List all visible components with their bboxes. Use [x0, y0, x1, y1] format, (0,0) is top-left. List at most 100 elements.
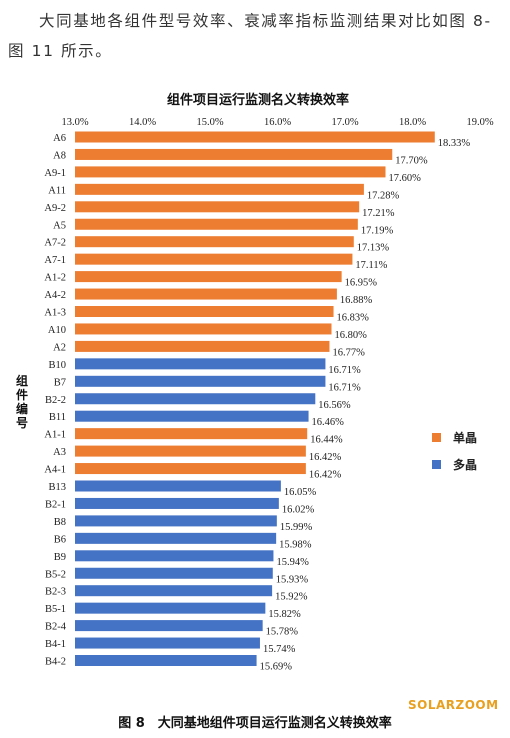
category-label: B6: [54, 534, 66, 545]
data-label: 16.83%: [337, 313, 370, 324]
data-label: 15.69%: [260, 662, 293, 673]
bar: [75, 410, 309, 422]
x-tick-label: 15.0%: [196, 117, 223, 128]
category-label: A4-2: [44, 290, 66, 301]
category-label: A7-1: [44, 255, 66, 266]
category-label: A1-2: [44, 273, 66, 284]
legend-swatch: [432, 433, 441, 442]
category-label: A8: [53, 150, 66, 161]
category-label: B2-3: [45, 587, 66, 598]
category-label: A10: [48, 325, 66, 336]
intro-paragraph: 大同基地各组件型号效率、衰减率指标监测结果对比如图 8-图 11 所示。: [8, 12, 492, 60]
x-tick-label: 19.0%: [466, 117, 493, 128]
bars-group: A6 18.33% A8 17.70% A9-1 17.60% A11 17.28% A9-2 1…: [44, 131, 470, 673]
category-label: A9-2: [44, 203, 66, 214]
data-label: 16.95%: [345, 278, 378, 289]
category-label: B4-1: [45, 639, 66, 650]
bar: [75, 288, 337, 300]
category-label: B9: [54, 552, 66, 563]
data-label: 16.80%: [335, 330, 368, 341]
x-tick-label: 13.0%: [61, 117, 88, 128]
bar: [75, 183, 364, 195]
x-axis-ticks: 13.0% 14.0% 15.0% 16.0% 17.0% 18.0% 19.0%: [61, 117, 493, 128]
bar: [75, 306, 334, 317]
bar: [75, 201, 360, 213]
data-label: 17.21%: [362, 208, 395, 219]
data-label: 16.02%: [282, 504, 315, 515]
chart-title: 组件项目运行监测名义转换效率: [167, 92, 349, 108]
data-label: 15.82%: [268, 609, 301, 620]
y-axis-label-char: 编: [15, 401, 28, 416]
category-label: A3: [53, 447, 66, 458]
bar: [75, 393, 316, 405]
x-tick-label: 18.0%: [399, 117, 426, 128]
data-label: 17.13%: [357, 243, 390, 254]
bar: [75, 428, 308, 440]
bar: [75, 497, 279, 509]
bar: [75, 550, 274, 562]
category-label: B2-4: [45, 622, 67, 633]
data-label: 16.42%: [309, 470, 342, 481]
bar: [75, 620, 263, 632]
data-label: 17.19%: [361, 225, 394, 236]
data-label: 15.92%: [275, 592, 308, 603]
bar: [75, 253, 353, 265]
bar: [75, 532, 277, 544]
bar: [75, 463, 306, 475]
data-label: 16.77%: [332, 347, 365, 358]
data-label: 17.70%: [395, 155, 428, 166]
bar: [75, 358, 326, 370]
category-label: B5-1: [45, 604, 66, 615]
category-label: B11: [49, 412, 66, 423]
bar: [75, 655, 257, 666]
bar: [75, 131, 435, 143]
category-label: A7-2: [44, 238, 66, 249]
category-label: B8: [54, 517, 66, 528]
y-axis-label-char: 件: [16, 387, 28, 402]
category-label: A1-3: [44, 308, 66, 319]
category-label: A9-1: [44, 168, 66, 179]
data-label: 16.71%: [328, 365, 361, 376]
data-label: 16.88%: [340, 295, 373, 306]
bar: [75, 445, 306, 457]
bar: [75, 148, 393, 160]
category-label: B2-2: [45, 395, 66, 406]
bar: [75, 166, 386, 178]
data-label: 16.46%: [312, 417, 345, 428]
bar: [75, 375, 326, 387]
data-label: 16.42%: [309, 452, 342, 463]
category-label: A11: [48, 185, 66, 196]
category-label: B10: [48, 360, 66, 371]
data-label: 17.11%: [355, 260, 387, 271]
legend-label: 多晶: [453, 457, 477, 472]
category-label: B2-1: [45, 499, 66, 510]
figure-caption: 图 8 大同基地组件项目运行监测名义转换效率: [118, 716, 392, 731]
category-label: B4-2: [45, 657, 66, 668]
bar: [75, 585, 273, 597]
category-label: A6: [53, 133, 66, 144]
x-tick-label: 16.0%: [264, 117, 291, 128]
data-label: 15.99%: [280, 522, 313, 533]
category-label: B7: [54, 377, 66, 388]
legend-swatch: [432, 460, 441, 469]
category-label: A4-1: [44, 465, 66, 476]
category-label: A5: [53, 220, 66, 231]
data-label: 17.28%: [367, 190, 400, 201]
data-label: 15.94%: [276, 557, 309, 568]
y-axis-label-char: 组: [16, 373, 28, 388]
x-tick-label: 14.0%: [129, 117, 156, 128]
legend-label: 单晶: [453, 430, 477, 445]
category-label: A2: [53, 342, 66, 353]
category-label: A1-1: [44, 430, 66, 441]
category-label: B5-2: [45, 569, 66, 580]
watermark-logo: SOLARZOOM: [408, 698, 499, 712]
category-label: B13: [48, 482, 66, 493]
data-label: 16.71%: [328, 382, 361, 393]
bar: [75, 480, 281, 492]
data-label: 16.05%: [284, 487, 317, 498]
bar: [75, 323, 332, 335]
bar: [75, 515, 277, 527]
